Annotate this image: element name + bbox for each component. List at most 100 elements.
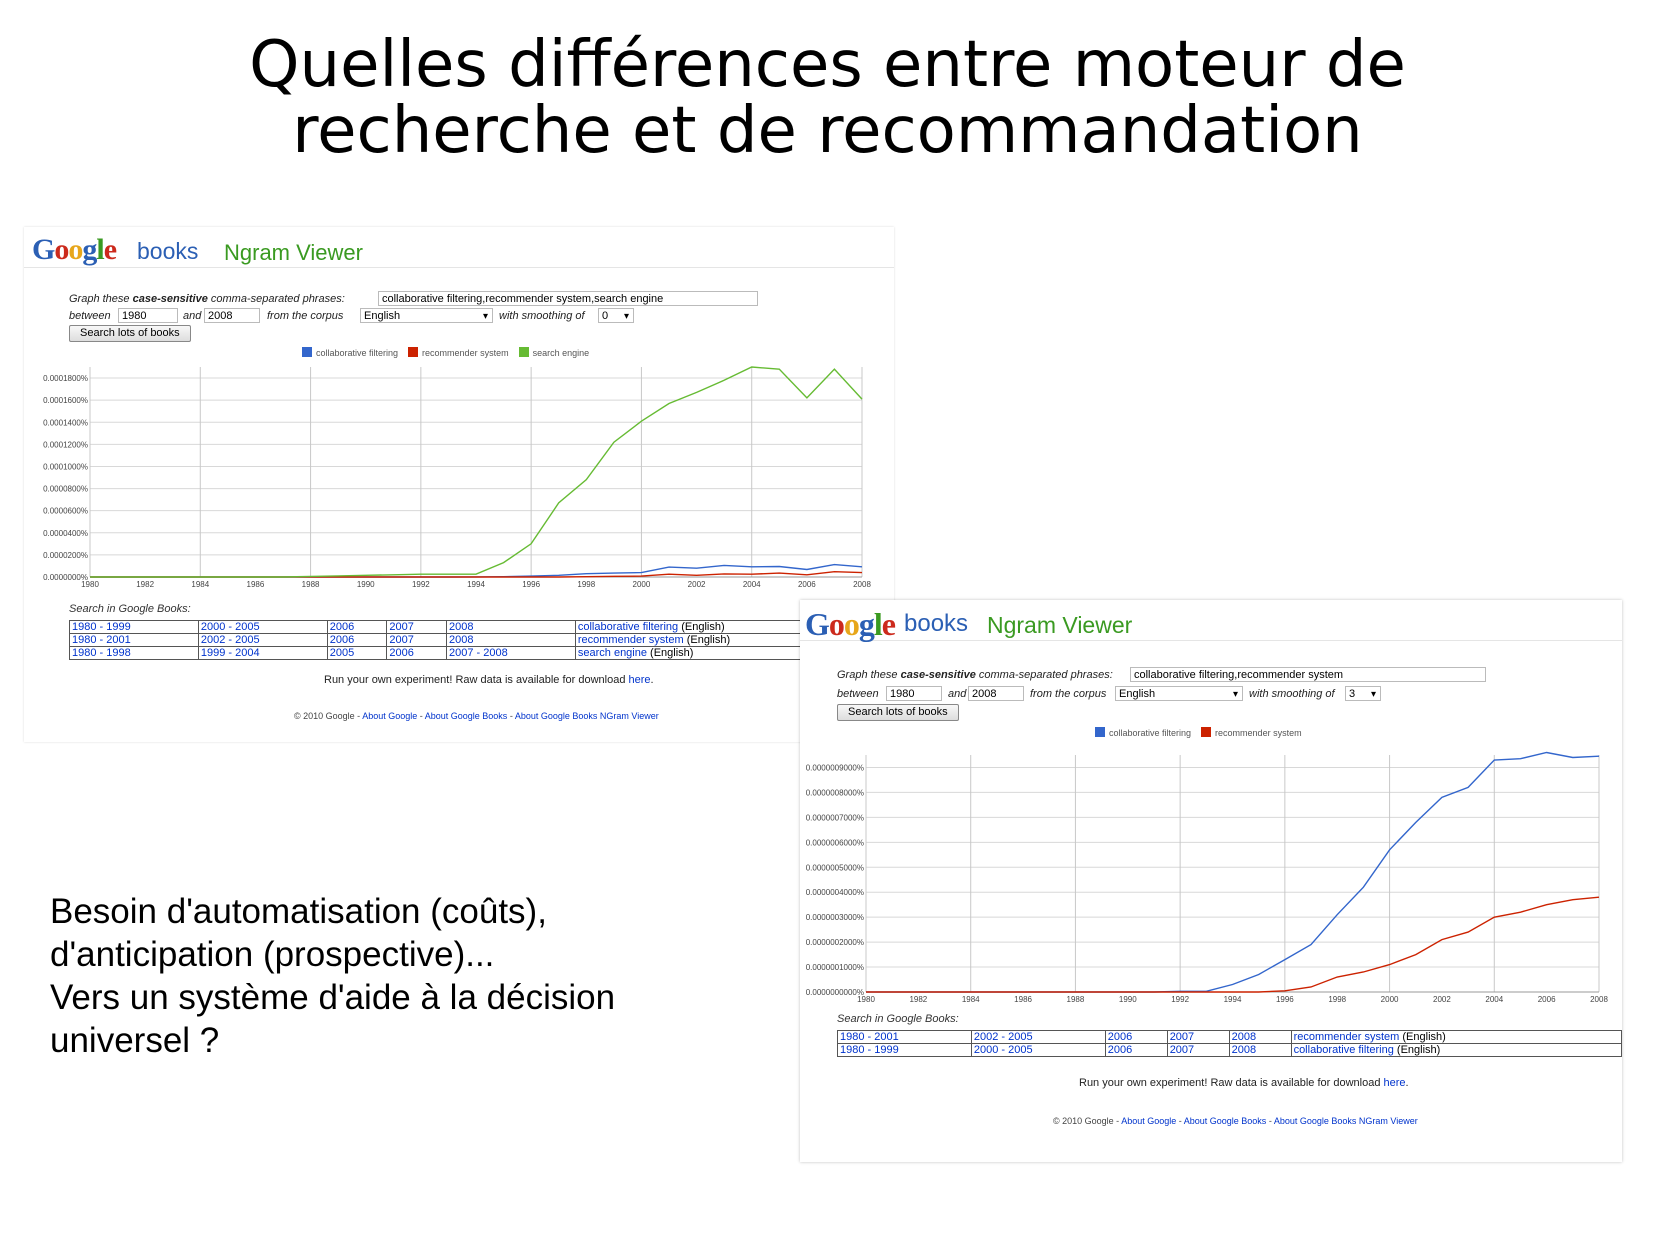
search-link[interactable]: 1980 - 2001 — [69, 633, 199, 647]
search-link[interactable]: 2007 — [386, 620, 447, 634]
search-link[interactable]: 1980 - 1999 — [69, 620, 199, 634]
raw-data-note: Run your own experiment! Raw data is ava… — [324, 674, 654, 686]
legend-label: recommender system — [1215, 728, 1302, 738]
search-link[interactable]: 1980 - 2001 — [837, 1030, 972, 1044]
x-tick-label: 1988 — [302, 580, 320, 589]
between-label: between — [69, 310, 111, 322]
legend-swatch — [1201, 727, 1212, 737]
x-tick-label: 2006 — [1538, 995, 1556, 1004]
search-link[interactable]: 2000 - 2005 — [970, 1043, 1106, 1057]
corpus-select[interactable]: English — [1115, 686, 1243, 701]
y-tick-label: 0.0000002000% — [806, 938, 864, 947]
raw-data-link[interactable]: here — [628, 674, 651, 686]
legend-swatch — [1095, 727, 1105, 737]
series-line — [90, 563, 863, 578]
y-tick-label: 0.0001200% — [43, 440, 88, 449]
search-link[interactable]: 2007 - 2008 — [446, 646, 576, 660]
y-tick-label: 0.0000009000% — [806, 763, 864, 772]
search-link[interactable]: 2008 — [446, 620, 576, 634]
ngram-chart: 0.0000000000% 0.0000001000% 0.0000002000% 0… — [806, 751, 1608, 1004]
search-link[interactable]: 2005 — [326, 646, 388, 660]
y-tick-label: 0.0000008000% — [806, 788, 864, 797]
search-link[interactable]: 1999 - 2004 — [197, 646, 328, 660]
search-links-table: 1980 - 1999 2000 - 2005 2006 2007 2008 collab… — [69, 620, 894, 660]
search-link[interactable]: 2002 - 2005 — [197, 633, 328, 647]
language-label: (English) — [678, 621, 725, 633]
series-line — [866, 751, 1600, 993]
slide-title-line-1: Quelles différences entre moteur de — [249, 28, 1406, 102]
end-year-input[interactable]: 2008 — [968, 686, 1024, 701]
smoothing-label: with smoothing of — [1249, 688, 1335, 700]
table-row: 1980 - 2001 2002 - 2005 2006 2007 2008 recomm… — [837, 1030, 1622, 1044]
search-link[interactable]: 2006 — [1104, 1043, 1168, 1057]
search-link[interactable]: 2007 — [1166, 1043, 1230, 1057]
y-tick-label: 0.0000000% — [43, 573, 88, 582]
phrases-input[interactable]: collaborative filtering,recommender syst… — [1130, 667, 1486, 682]
phrases-input[interactable]: collaborative filtering,recommender syst… — [378, 291, 758, 306]
corpus-select[interactable]: English — [360, 308, 493, 323]
about-ngram-viewer-link[interactable]: About Google Books NGram Viewer — [1273, 1116, 1418, 1126]
x-tick-label: 2006 — [798, 580, 816, 589]
about-google-books-link[interactable]: About Google Books — [424, 711, 508, 721]
language-label: (English) — [1393, 1044, 1441, 1056]
books-logo-text: books — [137, 238, 199, 264]
x-tick-label: 1994 — [467, 580, 485, 589]
search-link[interactable]: 2006 — [1104, 1030, 1168, 1044]
search-link[interactable]: 2007 — [1166, 1030, 1230, 1044]
search-books-button[interactable]: Search lots of books — [837, 704, 959, 721]
y-tick-label: 0.0000005000% — [806, 863, 864, 872]
footer: © 2010 Google - About Google - About Goo… — [1053, 1116, 1418, 1126]
legend-swatch — [408, 347, 419, 357]
raw-data-link[interactable]: here — [1383, 1077, 1406, 1089]
search-link[interactable]: 2006 — [386, 646, 447, 660]
search-link[interactable]: 2000 - 2005 — [197, 620, 328, 634]
corpus-label: from the corpus — [1030, 688, 1107, 700]
table-row: 1980 - 1999 2000 - 2005 2006 2007 2008 collab… — [837, 1043, 1622, 1057]
start-year-input[interactable]: 1980 — [886, 686, 942, 701]
search-link[interactable]: 2002 - 2005 — [970, 1030, 1106, 1044]
legend-label: search engine — [532, 348, 590, 358]
ngram-header: Google books Ngram Viewer — [24, 227, 894, 268]
books-logo-text: books — [904, 610, 969, 637]
and-label: and — [948, 688, 967, 700]
y-tick-label: 0.0000007000% — [806, 813, 864, 822]
legend-label: collaborative filtering — [1109, 728, 1192, 738]
x-tick-label: 1994 — [1224, 995, 1242, 1004]
about-ngram-viewer-link[interactable]: About Google Books NGram Viewer — [514, 711, 659, 721]
phrases-label: Graph these case-sensitive comma-separat… — [69, 293, 345, 305]
app-title: Ngram Viewer — [987, 612, 1133, 638]
search-books-button[interactable]: Search lots of books — [69, 325, 191, 342]
search-link[interactable]: recommender system (English) — [1290, 1030, 1622, 1044]
search-link[interactable]: 2007 — [386, 633, 447, 647]
legend-label: collaborative filtering — [316, 348, 399, 358]
about-google-books-link[interactable]: About Google Books — [1183, 1116, 1267, 1126]
search-link[interactable]: 2006 — [326, 633, 388, 647]
start-year-input[interactable]: 1980 — [118, 308, 178, 323]
smoothing-select[interactable]: 3 — [1345, 686, 1381, 701]
x-tick-label: 1990 — [1119, 995, 1137, 1004]
legend-label: recommender system — [422, 348, 509, 358]
slide-title: Quelles différences entre moteur de rech… — [0, 32, 1655, 164]
language-label: (English) — [646, 647, 694, 659]
search-link[interactable]: 2006 — [326, 620, 388, 634]
end-year-input[interactable]: 2008 — [204, 308, 260, 323]
language-label: (English) — [1399, 1031, 1446, 1043]
body-line: Besoin d'automatisation (coûts), — [50, 892, 547, 931]
search-link[interactable]: 2008 — [446, 633, 576, 647]
table-row: 1980 - 1998 1999 - 2004 2005 2006 2007 - 200… — [69, 646, 894, 660]
about-google-link[interactable]: About Google — [1121, 1116, 1177, 1126]
series-line — [90, 366, 863, 578]
smoothing-select[interactable]: 0 — [598, 308, 634, 323]
search-link[interactable]: 1980 - 1998 — [69, 646, 199, 660]
between-label: between — [837, 688, 879, 700]
x-tick-label: 1982 — [909, 995, 927, 1004]
search-link[interactable]: 2008 — [1228, 1030, 1292, 1044]
y-tick-label: 0.0000200% — [43, 551, 88, 560]
x-tick-label: 1996 — [1276, 995, 1294, 1004]
search-in-google-books-label: Search in Google Books: — [69, 603, 191, 615]
search-link[interactable]: 1980 - 1999 — [837, 1043, 972, 1057]
search-link[interactable]: 2008 — [1228, 1043, 1292, 1057]
about-google-link[interactable]: About Google — [362, 711, 418, 721]
search-link[interactable]: collaborative filtering (English) — [1290, 1043, 1622, 1057]
ngram-screenshot-2: Google books Ngram Viewer Graph these ca… — [800, 600, 1622, 1162]
